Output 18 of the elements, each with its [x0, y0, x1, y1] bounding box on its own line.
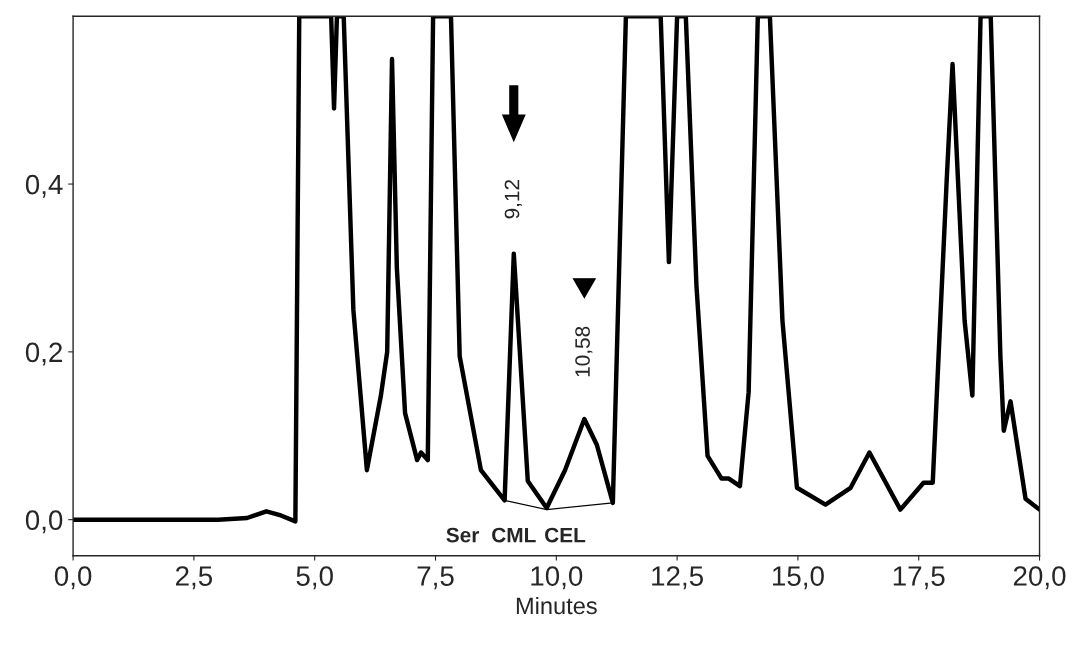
annotation: CEL — [545, 527, 586, 543]
x-tick-label: 10,0 — [531, 566, 583, 590]
annotation: Ser — [446, 527, 480, 543]
x-tick-label: 17,5 — [893, 566, 945, 590]
annotation: 9,12 — [504, 179, 522, 219]
x-tick-label: 15,0 — [773, 566, 824, 590]
x-tick-label: 5,0 — [296, 566, 333, 590]
y-tick-label: 0,2 — [25, 342, 62, 366]
x-tick-label: 0,0 — [54, 566, 92, 590]
x-axis-title: Minutes — [516, 596, 597, 615]
y-tick-label: 0,4 — [25, 174, 63, 198]
x-tick-label: 2,5 — [176, 566, 213, 590]
x-tick-label: 12,5 — [652, 566, 703, 590]
annotation: 10,58 — [575, 326, 593, 377]
x-tick-label: 7,5 — [417, 566, 454, 590]
y-tick-label: 0,0 — [25, 510, 63, 534]
x-tick-label: 20,0 — [1013, 566, 1066, 590]
annotation: CML — [492, 527, 536, 543]
